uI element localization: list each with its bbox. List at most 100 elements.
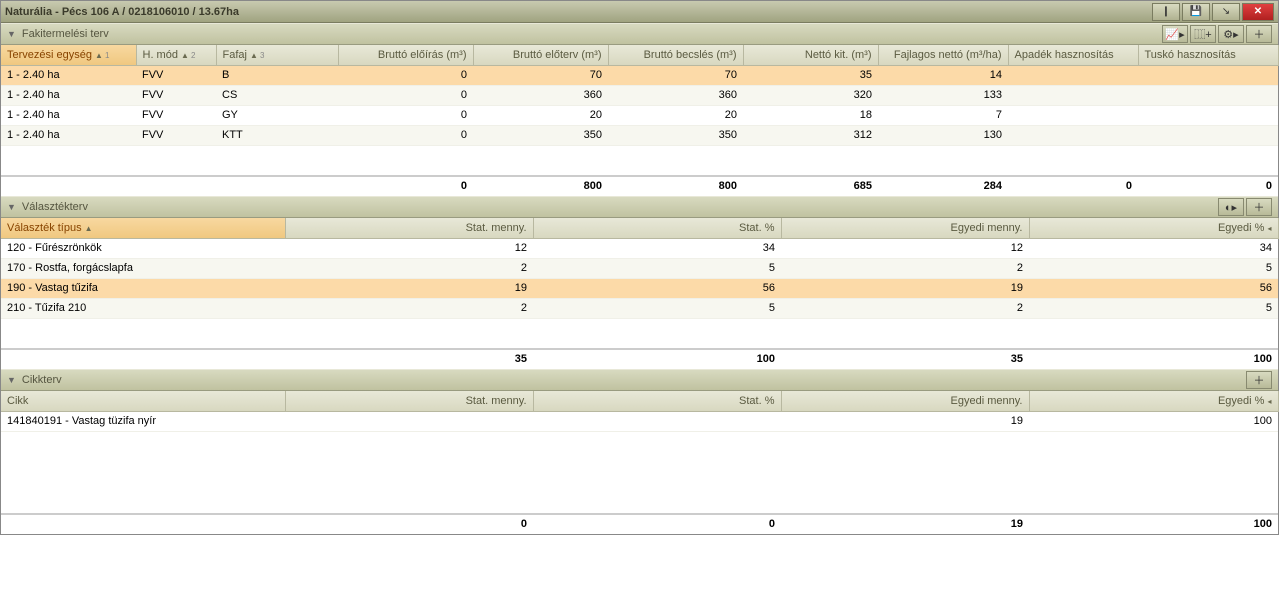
column-header[interactable]: Stat. menny.: [285, 391, 533, 411]
table-row[interactable]: 141840191 - Vastag tüzifa nyír19100: [1, 411, 1278, 431]
table-row[interactable]: 210 - Tűzifa 2102525: [1, 298, 1278, 318]
column-header[interactable]: Nettó kit. (m³): [743, 45, 878, 65]
table-cell: 7: [878, 105, 1008, 125]
window: Naturália - Pécs 106 A / 0218106010 / 13…: [0, 0, 1279, 535]
table-cell: 5: [533, 258, 781, 278]
titlebar-action-save[interactable]: 💾: [1182, 3, 1210, 21]
section-header-fakitermelesi[interactable]: ▼ Fakitermelési terv 📈▸ ⿲+ ⚙▸ ＋: [1, 23, 1278, 45]
totals-row: 080080068528400: [1, 176, 1278, 196]
table-cell: 34: [1029, 238, 1278, 258]
table-cell: 312: [743, 125, 878, 145]
table-header-row: Tervezési egység ▲1H. mód ▲2Fafaj ▲3Brut…: [1, 45, 1278, 65]
column-header[interactable]: Stat. %: [533, 218, 781, 238]
column-header[interactable]: Stat. menny.: [285, 218, 533, 238]
table-cell: FVV: [136, 65, 216, 85]
chevron-down-icon: ▼: [7, 29, 16, 39]
table-cell: 18: [743, 105, 878, 125]
column-header[interactable]: Egyedi % ◂: [1029, 391, 1278, 411]
column-header[interactable]: Apadék hasznosítás: [1008, 45, 1138, 65]
column-header[interactable]: Cikk: [1, 391, 285, 411]
column-header[interactable]: Fafaj ▲3: [216, 45, 338, 65]
totals-cell: 800: [473, 176, 608, 196]
table-cell: FVV: [136, 125, 216, 145]
section-btn-add[interactable]: ＋: [1246, 371, 1272, 389]
table-cell: 2: [285, 298, 533, 318]
section-btn-bar[interactable]: ⿲+: [1190, 25, 1216, 43]
column-header[interactable]: Stat. %: [533, 391, 781, 411]
column-header[interactable]: Egyedi menny.: [781, 391, 1029, 411]
table-header-row: Választék típus ▲Stat. menny.Stat. %Egye…: [1, 218, 1278, 238]
close-button[interactable]: ✕: [1242, 3, 1274, 21]
table-cell: 12: [285, 238, 533, 258]
section-btn-add[interactable]: ＋: [1246, 198, 1272, 216]
totals-cell: [1, 514, 285, 534]
table-cell: KTT: [216, 125, 338, 145]
table-cell: 0: [338, 65, 473, 85]
column-header[interactable]: Tervezési egység ▲1: [1, 45, 136, 65]
table-cell: 0: [338, 105, 473, 125]
column-header[interactable]: Fajlagos nettó (m³/ha): [878, 45, 1008, 65]
valasztek-totals: 3510035100: [1, 349, 1278, 370]
titlebar-action-1[interactable]: ❙: [1152, 3, 1180, 21]
column-header[interactable]: Bruttó előterv (m³): [473, 45, 608, 65]
valasztek-table: Választék típus ▲Stat. menny.Stat. %Egye…: [1, 218, 1279, 319]
totals-cell: 284: [878, 176, 1008, 196]
column-header[interactable]: Bruttó előírás (m³): [338, 45, 473, 65]
table-cell: 350: [473, 125, 608, 145]
table-cell: CS: [216, 85, 338, 105]
table-cell: 210 - Tűzifa 210: [1, 298, 285, 318]
totals-cell: [1, 349, 285, 369]
table-filler: [1, 146, 1278, 176]
table-cell: B: [216, 65, 338, 85]
table-row[interactable]: 120 - Fűrészrönkök12341234: [1, 238, 1278, 258]
column-header[interactable]: Választék típus ▲: [1, 218, 285, 238]
fakitermelesi-totals: 080080068528400: [1, 176, 1278, 197]
table-cell: 12: [781, 238, 1029, 258]
table-cell: 141840191 - Vastag tüzifa nyír: [1, 411, 285, 431]
column-header[interactable]: Bruttó becslés (m³): [608, 45, 743, 65]
section-btn-cfg[interactable]: ⚙▸: [1218, 25, 1244, 43]
table-cell: 0: [338, 85, 473, 105]
table-cell: 0: [338, 125, 473, 145]
table-cell: [1138, 65, 1278, 85]
table-cell: 1 - 2.40 ha: [1, 125, 136, 145]
window-title: Naturália - Pécs 106 A / 0218106010 / 13…: [5, 6, 239, 18]
table-cell: 2: [781, 258, 1029, 278]
table-cell: 34: [533, 238, 781, 258]
totals-row: 0019100: [1, 514, 1278, 534]
table-cell: 190 - Vastag tűzifa: [1, 278, 285, 298]
table-row[interactable]: 190 - Vastag tűzifa19561956: [1, 278, 1278, 298]
table-cell: 14: [878, 65, 1008, 85]
table-cell: FVV: [136, 105, 216, 125]
column-header[interactable]: H. mód ▲2: [136, 45, 216, 65]
section-btn-chart[interactable]: 📈▸: [1162, 25, 1188, 43]
table-row[interactable]: 1 - 2.40 haFVVB070703514: [1, 65, 1278, 85]
section-title: Fakitermelési terv: [22, 28, 109, 40]
table-cell: 1 - 2.40 ha: [1, 65, 136, 85]
cikkterv-totals: 0019100: [1, 514, 1278, 535]
titlebar-action-arrow[interactable]: ↘: [1212, 3, 1240, 21]
table-header-row: CikkStat. menny.Stat. %Egyedi menny.Egye…: [1, 391, 1278, 411]
section-header-valasztek[interactable]: ▼ Választékterv ◐▸ ＋: [1, 196, 1278, 218]
table-row[interactable]: 170 - Rostfa, forgácslapfa2525: [1, 258, 1278, 278]
column-header[interactable]: Egyedi % ◂: [1029, 218, 1278, 238]
table-row[interactable]: 1 - 2.40 haFVVKTT0350350312130: [1, 125, 1278, 145]
section-title: Cikkterv: [22, 374, 62, 386]
column-header[interactable]: Tuskó hasznosítás: [1138, 45, 1278, 65]
table-cell: [1138, 105, 1278, 125]
section-btn-filter[interactable]: ◐▸: [1218, 198, 1244, 216]
table-cell: 19: [781, 411, 1029, 431]
table-row[interactable]: 1 - 2.40 haFVVCS0360360320133: [1, 85, 1278, 105]
section-btn-add[interactable]: ＋: [1246, 25, 1272, 43]
table-row[interactable]: 1 - 2.40 haFVVGY02020187: [1, 105, 1278, 125]
table-cell: 70: [473, 65, 608, 85]
table-cell: [1008, 85, 1138, 105]
table-cell: 1 - 2.40 ha: [1, 85, 136, 105]
column-header[interactable]: Egyedi menny.: [781, 218, 1029, 238]
table-filler: [1, 432, 1278, 514]
chevron-down-icon: ▼: [7, 375, 16, 385]
section-header-cikkterv[interactable]: ▼ Cikkterv ＋: [1, 369, 1278, 391]
totals-cell: [136, 176, 216, 196]
fakitermelesi-table: Tervezési egység ▲1H. mód ▲2Fafaj ▲3Brut…: [1, 45, 1279, 146]
table-cell: 19: [781, 278, 1029, 298]
